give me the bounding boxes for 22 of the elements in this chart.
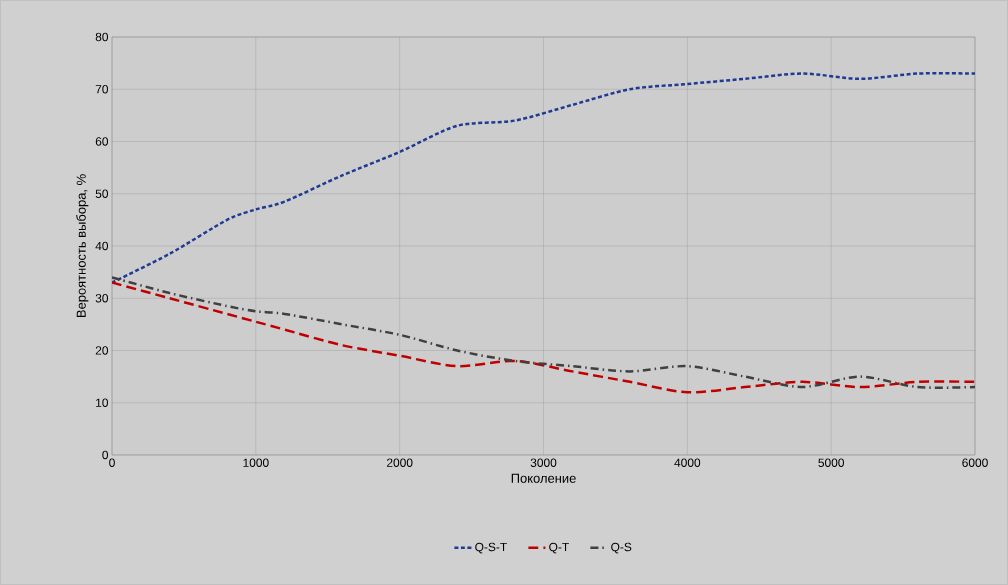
y-tick-label: 60 [95,137,109,146]
y-tick-label: 20 [95,346,109,355]
x-axis-title: Поколение [511,473,576,483]
y-tick-label: 40 [95,241,109,251]
x-tick-label: 4000 [674,458,701,467]
y-tick-label: 70 [95,85,109,94]
x-tick-label: 0 [109,458,115,467]
x-tick-label: 2000 [386,458,413,467]
legend-label: Q-T [549,542,569,554]
legend-label: Q-S-T [475,542,507,554]
x-tick-label: 6000 [962,458,988,467]
x-tick-label: 3000 [530,458,557,467]
x-tick-label: 1000 [243,458,269,467]
y-axis-title: Вероятность выбора, % [76,174,89,318]
legend-label: Q-S [611,542,632,554]
x-tick-label: 5000 [818,458,845,467]
y-tick-label: 50 [95,189,109,198]
y-tick-label: 30 [95,294,109,303]
y-tick-label: 80 [95,32,109,42]
line-series [112,72,976,284]
y-tick-label: 10 [96,398,109,407]
y-tick-label: 0 [102,450,109,460]
